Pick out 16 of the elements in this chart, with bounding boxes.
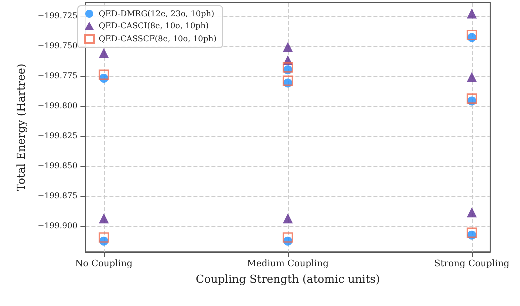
legend-label: QED-CASCI(8e, 10o, 10ph) [99,22,210,30]
y-tick-label: −199.875 [38,191,78,200]
y-tick-label: −199.725 [38,12,78,21]
x-axis-title: Coupling Strength (atomic units) [196,273,380,286]
x-tick-label: Medium Coupling [247,260,330,270]
y-tick-label: −199.750 [38,42,78,51]
y-axis-title: Total Energy (Hartree) [15,64,28,192]
x-tick-label: No Coupling [75,260,133,270]
y-tick-label: −199.850 [38,161,78,170]
y-tick-label: −199.800 [38,101,78,110]
y-tick-label: −199.900 [38,221,78,230]
y-tick-label: −199.825 [38,131,78,140]
y-tick-label: −199.775 [38,72,78,81]
legend-label: QED-CASSCF(8e, 10o, 10ph) [99,34,217,44]
legend-label: QED-DMRG(12e, 23o, 10ph) [99,10,214,18]
x-tick-label: Strong Coupling [434,260,510,270]
